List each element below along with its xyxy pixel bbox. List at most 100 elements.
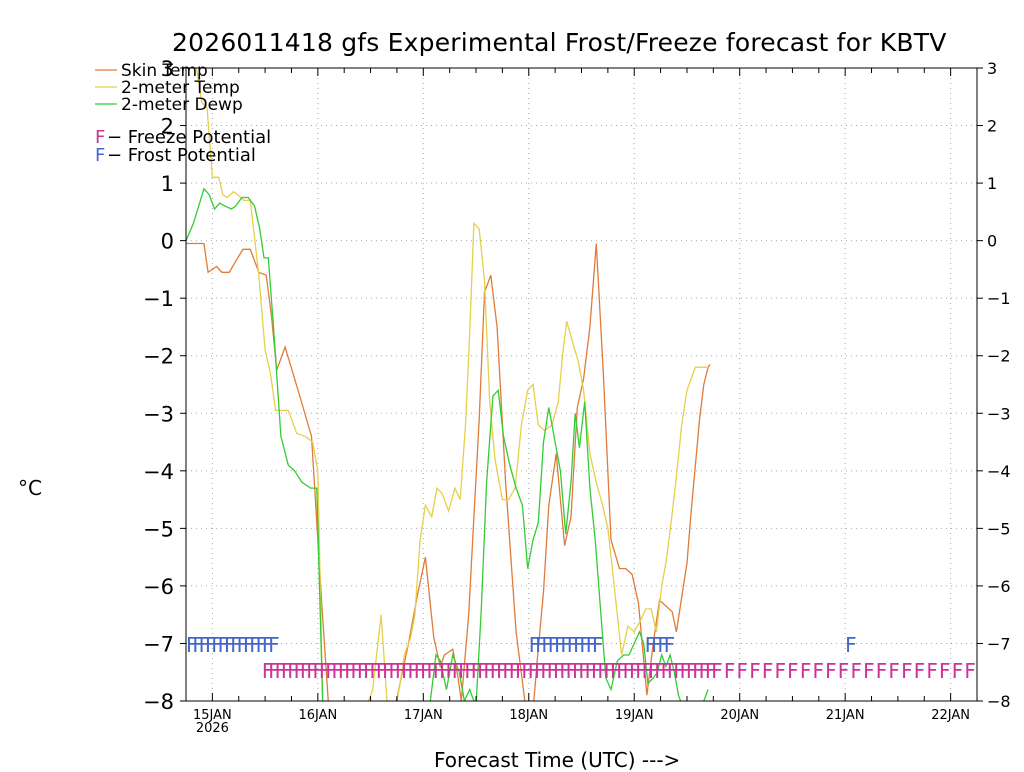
freeze-potential-marker: F <box>332 659 344 683</box>
freeze-potential-marker: F <box>775 659 787 683</box>
freeze-potential-marker: F <box>964 659 976 683</box>
freeze-potential-marker: F <box>452 659 464 683</box>
legend-marker-glyph: F <box>95 127 105 148</box>
frost-potential-marker: F <box>664 633 676 657</box>
frost-potential-marker: F <box>186 633 198 657</box>
y-tick-label-right: −7 <box>987 634 1011 653</box>
frost-potential-marker: F <box>579 633 591 657</box>
freeze-potential-marker: F <box>325 659 337 683</box>
x-tick-label: 22JAN <box>931 708 970 723</box>
frost-potential-marker: F <box>243 633 255 657</box>
y-tick-label-right: 1 <box>987 174 997 193</box>
freeze-potential-marker: F <box>521 659 533 683</box>
freeze-potential-marker: F <box>471 659 483 683</box>
freeze-potential-marker: F <box>850 659 862 683</box>
legend-line-label: 2-meter Temp <box>121 78 240 98</box>
freeze-potential-marker: F <box>692 659 704 683</box>
freeze-potential-marker: F <box>395 659 407 683</box>
freeze-potential-marker: F <box>490 659 502 683</box>
y-tick-label: 1 <box>161 172 174 196</box>
series-layer <box>186 68 711 701</box>
freeze-potential-marker: F <box>654 659 666 683</box>
y-tick-label: −4 <box>143 460 174 484</box>
freeze-potential-marker: F <box>591 659 603 683</box>
y-tick-label-right: −2 <box>987 347 1011 366</box>
y-tick-label-right: 0 <box>987 232 997 251</box>
freeze-potential-marker: F <box>262 659 274 683</box>
x-tick-label: 20JAN <box>720 708 759 723</box>
frost-potential-marker: F <box>573 633 585 657</box>
freeze-potential-marker: F <box>401 659 413 683</box>
freeze-potential-marker: F <box>363 659 375 683</box>
freeze-potential-marker: F <box>648 659 660 683</box>
freeze-potential-marker: F <box>825 659 837 683</box>
freeze-potential-marker: F <box>673 659 685 683</box>
freeze-potential-marker: F <box>616 659 628 683</box>
legend-marker-glyph: F <box>95 145 105 166</box>
x-tick-label: 21JAN <box>826 708 865 723</box>
freeze-potential-marker: F <box>351 659 363 683</box>
freeze-potential-marker: F <box>458 659 470 683</box>
x-tick-label: 19JAN <box>615 708 654 723</box>
y-tick-label-right: 3 <box>987 59 997 78</box>
frost-potential-marker: F <box>535 633 547 657</box>
freeze-potential-marker: F <box>749 659 761 683</box>
legend-line-label: Skin Temp <box>121 61 208 81</box>
freeze-potential-marker: F <box>597 659 609 683</box>
gridlines <box>186 68 977 701</box>
freeze-potential-marker: F <box>711 659 723 683</box>
freeze-potential-marker: F <box>629 659 641 683</box>
freeze-potential-marker: F <box>376 659 388 683</box>
frost-potential-marker: F <box>567 633 579 657</box>
freeze-potential-marker: F <box>863 659 875 683</box>
frost-potential-marker: F <box>199 633 211 657</box>
frost-potential-marker: F <box>529 633 541 657</box>
freeze-potential-marker: F <box>439 659 451 683</box>
chart-title: 2026011418 gfs Experimental Frost/Freeze… <box>172 28 947 57</box>
frost-potential-marker: F <box>845 633 857 657</box>
freeze-potential-marker: F <box>737 659 749 683</box>
series-line-2-meter-temp <box>195 68 709 701</box>
freeze-potential-marker: F <box>388 659 400 683</box>
freeze-potential-marker: F <box>509 659 521 683</box>
y-tick-label-right: −6 <box>987 577 1011 596</box>
freeze-potential-marker: F <box>705 659 717 683</box>
series-line-skin-temp <box>186 242 711 701</box>
freeze-potential-marker: F <box>534 659 546 683</box>
series-line-2-meter-dewp <box>186 187 709 701</box>
legend-marker-label: − Frost Potential <box>107 145 256 166</box>
freeze-potential-marker: F <box>661 659 673 683</box>
frost-potential-marker: F <box>205 633 217 657</box>
y-tick-label-right: −1 <box>987 289 1011 308</box>
x-tick-label: 17JAN <box>404 708 443 723</box>
y-tick-label-right: 2 <box>987 117 997 136</box>
freeze-potential-marker: F <box>635 659 647 683</box>
y-tick-label-right: −3 <box>987 404 1011 423</box>
freeze-potential-marker: F <box>888 659 900 683</box>
freeze-potential-marker: F <box>502 659 514 683</box>
legend-line-label: 2-meter Dewp <box>121 95 243 115</box>
freeze-potential-marker: F <box>901 659 913 683</box>
frost-potential-marker: F <box>268 633 280 657</box>
freeze-potential-marker: F <box>357 659 369 683</box>
freeze-potential-marker: F <box>787 659 799 683</box>
freeze-potential-marker: F <box>952 659 964 683</box>
freeze-potential-marker: F <box>433 659 445 683</box>
y-tick-label: −2 <box>143 345 174 369</box>
frost-potential-marker: F <box>249 633 261 657</box>
freeze-potential-marker: F <box>370 659 382 683</box>
freeze-potential-marker: F <box>344 659 356 683</box>
freeze-potential-marker: F <box>407 659 419 683</box>
freeze-potential-marker: F <box>642 659 654 683</box>
freeze-potential-marker: F <box>313 659 325 683</box>
y-tick-label: 2 <box>161 115 174 139</box>
y-tick-label: −6 <box>143 575 174 599</box>
frost-potential-marker: F <box>651 633 663 657</box>
freeze-potential-marker: F <box>876 659 888 683</box>
freeze-potential-marker: F <box>319 659 331 683</box>
y-tick-label-right: −5 <box>987 519 1011 538</box>
y-tick-label: −8 <box>143 690 174 714</box>
frost-potential-marker: F <box>262 633 274 657</box>
frost-potential-marker: F <box>218 633 230 657</box>
